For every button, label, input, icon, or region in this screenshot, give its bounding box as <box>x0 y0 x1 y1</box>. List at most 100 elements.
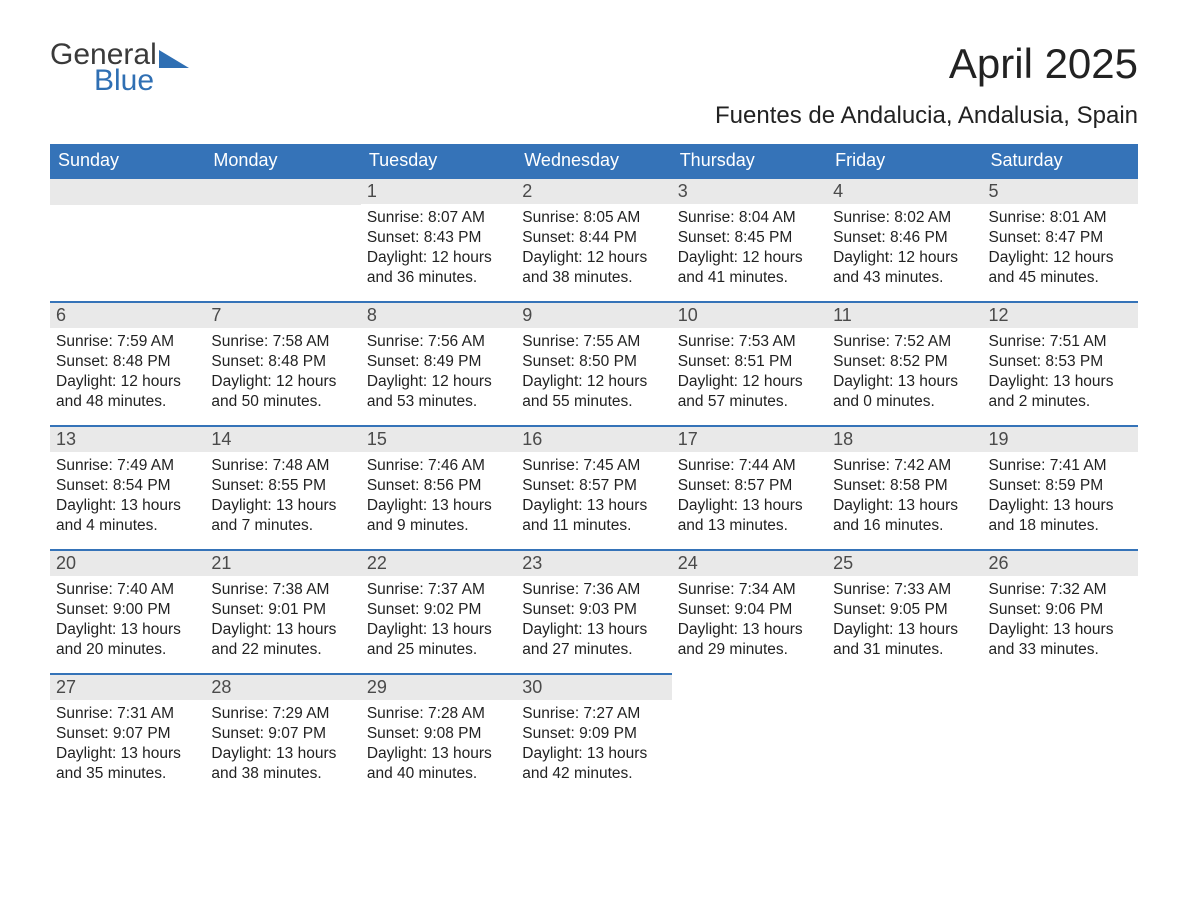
day-number: 9 <box>516 303 671 328</box>
day-number: 2 <box>516 179 671 204</box>
calendar-row: 27Sunrise: 7:31 AMSunset: 9:07 PMDayligh… <box>50 674 1138 798</box>
calendar-table: SundayMondayTuesdayWednesdayThursdayFrid… <box>50 144 1138 798</box>
header: General Blue April 2025 <box>50 40 1138 96</box>
weekday-header: Monday <box>205 144 360 178</box>
calendar-row: 6Sunrise: 7:59 AMSunset: 8:48 PMDaylight… <box>50 302 1138 426</box>
day-content: Sunrise: 8:07 AMSunset: 8:43 PMDaylight:… <box>361 204 516 293</box>
weekday-header-row: SundayMondayTuesdayWednesdayThursdayFrid… <box>50 144 1138 178</box>
day-number: 23 <box>516 551 671 576</box>
day-number: 15 <box>361 427 516 452</box>
day-number: 3 <box>672 179 827 204</box>
logo-triangle-icon <box>159 46 189 68</box>
day-number: 4 <box>827 179 982 204</box>
day-number: 10 <box>672 303 827 328</box>
day-number: 27 <box>50 675 205 700</box>
calendar-cell: 27Sunrise: 7:31 AMSunset: 9:07 PMDayligh… <box>50 674 205 798</box>
day-number: 8 <box>361 303 516 328</box>
day-number: 12 <box>983 303 1138 328</box>
calendar-cell: 4Sunrise: 8:02 AMSunset: 8:46 PMDaylight… <box>827 178 982 302</box>
day-content: Sunrise: 7:49 AMSunset: 8:54 PMDaylight:… <box>50 452 205 541</box>
day-content: Sunrise: 7:31 AMSunset: 9:07 PMDaylight:… <box>50 700 205 789</box>
calendar-cell: 24Sunrise: 7:34 AMSunset: 9:04 PMDayligh… <box>672 550 827 674</box>
day-number: 28 <box>205 675 360 700</box>
day-number: 7 <box>205 303 360 328</box>
calendar-cell: 13Sunrise: 7:49 AMSunset: 8:54 PMDayligh… <box>50 426 205 550</box>
weekday-header: Thursday <box>672 144 827 178</box>
day-content: Sunrise: 7:55 AMSunset: 8:50 PMDaylight:… <box>516 328 671 417</box>
calendar-row: 1Sunrise: 8:07 AMSunset: 8:43 PMDaylight… <box>50 178 1138 302</box>
day-content: Sunrise: 7:27 AMSunset: 9:09 PMDaylight:… <box>516 700 671 789</box>
day-content: Sunrise: 8:04 AMSunset: 8:45 PMDaylight:… <box>672 204 827 293</box>
day-content: Sunrise: 7:58 AMSunset: 8:48 PMDaylight:… <box>205 328 360 417</box>
calendar-cell: 10Sunrise: 7:53 AMSunset: 8:51 PMDayligh… <box>672 302 827 426</box>
day-number: 14 <box>205 427 360 452</box>
calendar-cell: 30Sunrise: 7:27 AMSunset: 9:09 PMDayligh… <box>516 674 671 798</box>
day-content: Sunrise: 7:32 AMSunset: 9:06 PMDaylight:… <box>983 576 1138 665</box>
day-number: 11 <box>827 303 982 328</box>
day-content: Sunrise: 7:53 AMSunset: 8:51 PMDaylight:… <box>672 328 827 417</box>
calendar-cell: 17Sunrise: 7:44 AMSunset: 8:57 PMDayligh… <box>672 426 827 550</box>
location-subtitle: Fuentes de Andalucia, Andalusia, Spain <box>50 102 1138 130</box>
day-content: Sunrise: 7:36 AMSunset: 9:03 PMDaylight:… <box>516 576 671 665</box>
weekday-header: Wednesday <box>516 144 671 178</box>
logo-text-blue: Blue <box>94 66 189 96</box>
day-content: Sunrise: 7:44 AMSunset: 8:57 PMDaylight:… <box>672 452 827 541</box>
calendar-cell: 11Sunrise: 7:52 AMSunset: 8:52 PMDayligh… <box>827 302 982 426</box>
day-number: 25 <box>827 551 982 576</box>
day-content: Sunrise: 7:29 AMSunset: 9:07 PMDaylight:… <box>205 700 360 789</box>
page-title: April 2025 <box>949 40 1138 88</box>
calendar-cell: 1Sunrise: 8:07 AMSunset: 8:43 PMDaylight… <box>361 178 516 302</box>
calendar-cell-empty <box>50 178 205 302</box>
calendar-cell: 8Sunrise: 7:56 AMSunset: 8:49 PMDaylight… <box>361 302 516 426</box>
day-content: Sunrise: 7:51 AMSunset: 8:53 PMDaylight:… <box>983 328 1138 417</box>
calendar-cell: 18Sunrise: 7:42 AMSunset: 8:58 PMDayligh… <box>827 426 982 550</box>
day-content: Sunrise: 8:05 AMSunset: 8:44 PMDaylight:… <box>516 204 671 293</box>
day-number: 21 <box>205 551 360 576</box>
calendar-cell: 23Sunrise: 7:36 AMSunset: 9:03 PMDayligh… <box>516 550 671 674</box>
day-number-empty <box>50 179 205 205</box>
day-number: 1 <box>361 179 516 204</box>
day-content: Sunrise: 7:48 AMSunset: 8:55 PMDaylight:… <box>205 452 360 541</box>
calendar-cell: 19Sunrise: 7:41 AMSunset: 8:59 PMDayligh… <box>983 426 1138 550</box>
calendar-cell: 2Sunrise: 8:05 AMSunset: 8:44 PMDaylight… <box>516 178 671 302</box>
calendar-cell: 12Sunrise: 7:51 AMSunset: 8:53 PMDayligh… <box>983 302 1138 426</box>
weekday-header: Tuesday <box>361 144 516 178</box>
calendar-cell: 5Sunrise: 8:01 AMSunset: 8:47 PMDaylight… <box>983 178 1138 302</box>
day-number: 30 <box>516 675 671 700</box>
day-number: 5 <box>983 179 1138 204</box>
day-number: 22 <box>361 551 516 576</box>
calendar-cell: 15Sunrise: 7:46 AMSunset: 8:56 PMDayligh… <box>361 426 516 550</box>
day-number: 29 <box>361 675 516 700</box>
calendar-row: 20Sunrise: 7:40 AMSunset: 9:00 PMDayligh… <box>50 550 1138 674</box>
calendar-cell: 29Sunrise: 7:28 AMSunset: 9:08 PMDayligh… <box>361 674 516 798</box>
day-number: 18 <box>827 427 982 452</box>
calendar-cell-empty <box>205 178 360 302</box>
day-content: Sunrise: 7:37 AMSunset: 9:02 PMDaylight:… <box>361 576 516 665</box>
day-content: Sunrise: 8:02 AMSunset: 8:46 PMDaylight:… <box>827 204 982 293</box>
day-content: Sunrise: 8:01 AMSunset: 8:47 PMDaylight:… <box>983 204 1138 293</box>
day-content: Sunrise: 7:28 AMSunset: 9:08 PMDaylight:… <box>361 700 516 789</box>
day-content: Sunrise: 7:34 AMSunset: 9:04 PMDaylight:… <box>672 576 827 665</box>
day-number: 13 <box>50 427 205 452</box>
day-content: Sunrise: 7:46 AMSunset: 8:56 PMDaylight:… <box>361 452 516 541</box>
day-content: Sunrise: 7:42 AMSunset: 8:58 PMDaylight:… <box>827 452 982 541</box>
calendar-cell-empty <box>983 674 1138 798</box>
day-content: Sunrise: 7:56 AMSunset: 8:49 PMDaylight:… <box>361 328 516 417</box>
calendar-cell: 25Sunrise: 7:33 AMSunset: 9:05 PMDayligh… <box>827 550 982 674</box>
calendar-cell: 26Sunrise: 7:32 AMSunset: 9:06 PMDayligh… <box>983 550 1138 674</box>
calendar-cell-empty <box>827 674 982 798</box>
day-content: Sunrise: 7:41 AMSunset: 8:59 PMDaylight:… <box>983 452 1138 541</box>
day-number: 20 <box>50 551 205 576</box>
day-number: 6 <box>50 303 205 328</box>
day-number: 26 <box>983 551 1138 576</box>
day-content: Sunrise: 7:52 AMSunset: 8:52 PMDaylight:… <box>827 328 982 417</box>
logo: General Blue <box>50 40 189 96</box>
day-number: 19 <box>983 427 1138 452</box>
calendar-cell: 3Sunrise: 8:04 AMSunset: 8:45 PMDaylight… <box>672 178 827 302</box>
calendar-cell: 16Sunrise: 7:45 AMSunset: 8:57 PMDayligh… <box>516 426 671 550</box>
calendar-cell: 22Sunrise: 7:37 AMSunset: 9:02 PMDayligh… <box>361 550 516 674</box>
calendar-cell: 9Sunrise: 7:55 AMSunset: 8:50 PMDaylight… <box>516 302 671 426</box>
calendar-body: 1Sunrise: 8:07 AMSunset: 8:43 PMDaylight… <box>50 178 1138 798</box>
calendar-cell: 20Sunrise: 7:40 AMSunset: 9:00 PMDayligh… <box>50 550 205 674</box>
calendar-row: 13Sunrise: 7:49 AMSunset: 8:54 PMDayligh… <box>50 426 1138 550</box>
